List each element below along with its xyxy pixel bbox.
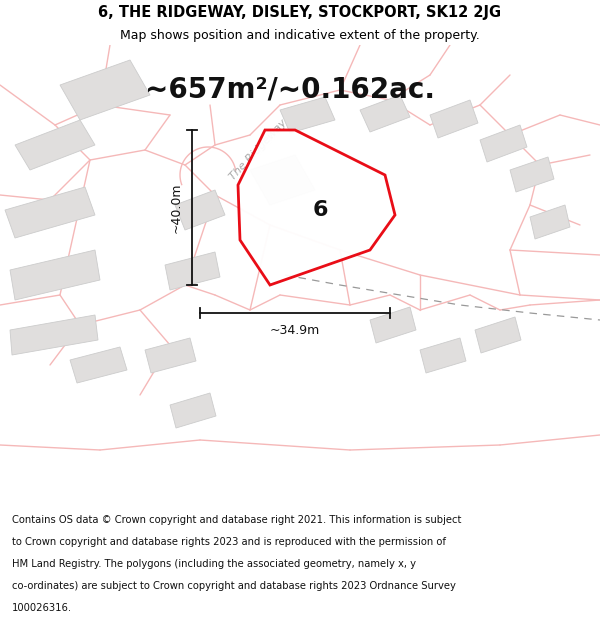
Polygon shape: [165, 252, 220, 290]
Text: The Ridgeway: The Ridgeway: [227, 118, 289, 182]
Polygon shape: [70, 347, 127, 383]
Text: 6, THE RIDGEWAY, DISLEY, STOCKPORT, SK12 2JG: 6, THE RIDGEWAY, DISLEY, STOCKPORT, SK12…: [98, 5, 502, 20]
Polygon shape: [280, 97, 335, 133]
Polygon shape: [430, 100, 478, 138]
Text: ~657m²/~0.162ac.: ~657m²/~0.162ac.: [145, 76, 435, 104]
Text: 100026316.: 100026316.: [12, 603, 72, 613]
Polygon shape: [15, 120, 95, 170]
Polygon shape: [10, 315, 98, 355]
Polygon shape: [175, 190, 225, 230]
Text: Map shows position and indicative extent of the property.: Map shows position and indicative extent…: [120, 29, 480, 42]
Polygon shape: [420, 338, 466, 373]
Text: HM Land Registry. The polygons (including the associated geometry, namely x, y: HM Land Registry. The polygons (includin…: [12, 559, 416, 569]
Polygon shape: [250, 155, 315, 205]
Polygon shape: [370, 307, 416, 343]
Polygon shape: [10, 250, 100, 300]
Text: to Crown copyright and database rights 2023 and is reproduced with the permissio: to Crown copyright and database rights 2…: [12, 537, 446, 547]
Polygon shape: [530, 205, 570, 239]
Polygon shape: [170, 393, 216, 428]
Polygon shape: [5, 187, 95, 238]
Polygon shape: [145, 338, 196, 373]
Text: 6: 6: [312, 200, 328, 220]
Text: ~34.9m: ~34.9m: [270, 324, 320, 338]
Polygon shape: [480, 125, 527, 162]
Text: co-ordinates) are subject to Crown copyright and database rights 2023 Ordnance S: co-ordinates) are subject to Crown copyr…: [12, 581, 456, 591]
Polygon shape: [510, 157, 554, 192]
Polygon shape: [60, 60, 150, 120]
Text: ~40.0m: ~40.0m: [170, 182, 182, 232]
Polygon shape: [475, 317, 521, 353]
Polygon shape: [238, 130, 395, 285]
Polygon shape: [360, 95, 410, 132]
Text: Contains OS data © Crown copyright and database right 2021. This information is : Contains OS data © Crown copyright and d…: [12, 514, 461, 524]
